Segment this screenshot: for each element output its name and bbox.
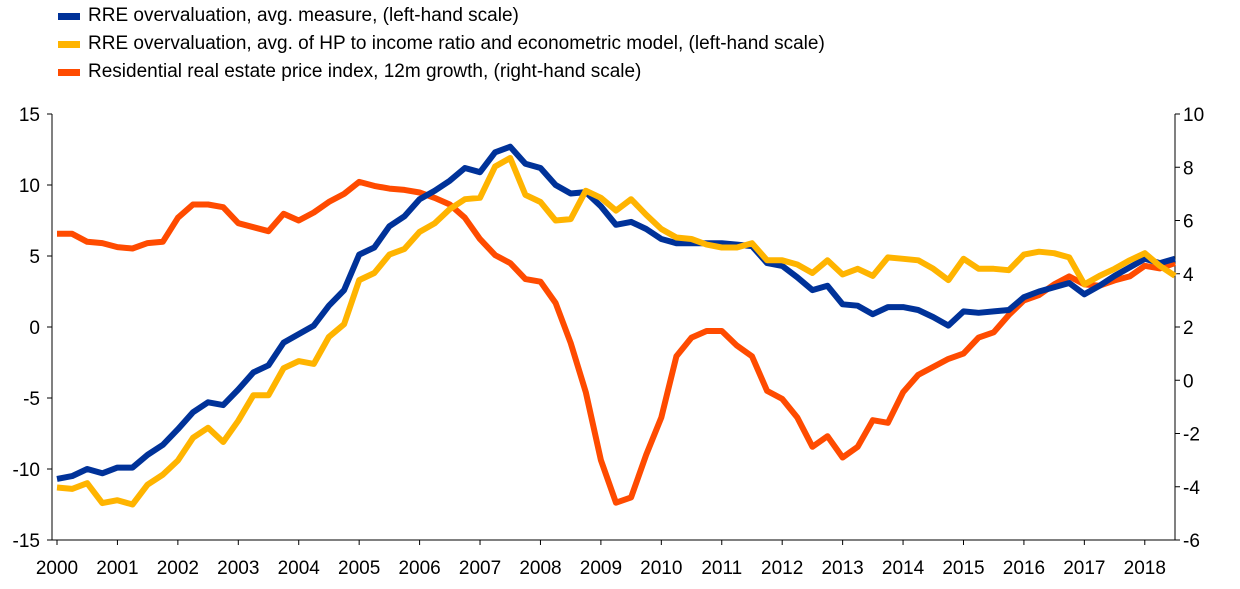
right-tick-label: 2 — [1183, 318, 1194, 339]
x-tick-label: 2013 — [821, 558, 863, 579]
left-tick-label: 5 — [29, 247, 40, 268]
series-line-1 — [56, 155, 1177, 508]
x-tick-label: 2004 — [278, 558, 321, 579]
legend: RRE overvaluation, avg. measure, (left-h… — [58, 2, 825, 86]
right-tick-label: -2 — [1183, 425, 1200, 446]
x-tick-label: 2010 — [640, 558, 682, 579]
legend-label: RRE overvaluation, avg. measure, (left-h… — [88, 5, 519, 26]
series-line-2 — [57, 178, 1176, 506]
x-tick-label: 2000 — [36, 558, 78, 579]
x-tick-label: 2007 — [459, 558, 501, 579]
legend-item-yellow: RRE overvaluation, avg. of HP to income … — [58, 30, 825, 58]
right-tick-label: 10 — [1183, 105, 1204, 126]
legend-label: RRE overvaluation, avg. of HP to income … — [88, 33, 825, 54]
legend-label: Residential real estate price index, 12m… — [88, 61, 642, 82]
x-tick-label: 2006 — [398, 558, 440, 579]
left-tick-label: -15 — [13, 531, 40, 552]
right-tick-label: 4 — [1183, 265, 1194, 286]
right-tick-label: 8 — [1183, 158, 1194, 179]
x-tick-label: 2016 — [1003, 558, 1045, 579]
left-tick-label: 10 — [19, 176, 40, 197]
legend-item-red: Residential real estate price index, 12m… — [58, 58, 825, 86]
x-tick-label: 2005 — [338, 558, 380, 579]
x-tick-label: 2014 — [882, 558, 925, 579]
left-tick-label: 0 — [29, 318, 40, 339]
x-tick-label: 2011 — [701, 558, 742, 579]
left-tick-label: -5 — [23, 389, 40, 410]
x-tick-label: 2018 — [1124, 558, 1166, 579]
x-tick-label: 2003 — [217, 558, 259, 579]
x-tick-label: 2001 — [96, 558, 138, 579]
right-tick-label: 0 — [1183, 371, 1194, 392]
x-tick-label: 2015 — [942, 558, 984, 579]
x-tick-label: 2002 — [157, 558, 199, 579]
legend-swatch — [58, 40, 80, 48]
left-tick-label: 15 — [19, 105, 40, 126]
legend-swatch — [58, 68, 80, 76]
x-tick-label: 2012 — [761, 558, 803, 579]
legend-item-blue: RRE overvaluation, avg. measure, (left-h… — [58, 2, 825, 30]
series-line-0 — [56, 143, 1176, 482]
legend-swatch — [58, 12, 80, 20]
right-tick-label: 6 — [1183, 212, 1194, 233]
right-tick-label: -6 — [1183, 531, 1200, 552]
x-tick-label: 2008 — [519, 558, 561, 579]
x-tick-label: 2017 — [1063, 558, 1105, 579]
left-tick-label: -10 — [13, 460, 40, 481]
x-tick-label: 2009 — [580, 558, 622, 579]
right-tick-label: -4 — [1183, 478, 1200, 499]
